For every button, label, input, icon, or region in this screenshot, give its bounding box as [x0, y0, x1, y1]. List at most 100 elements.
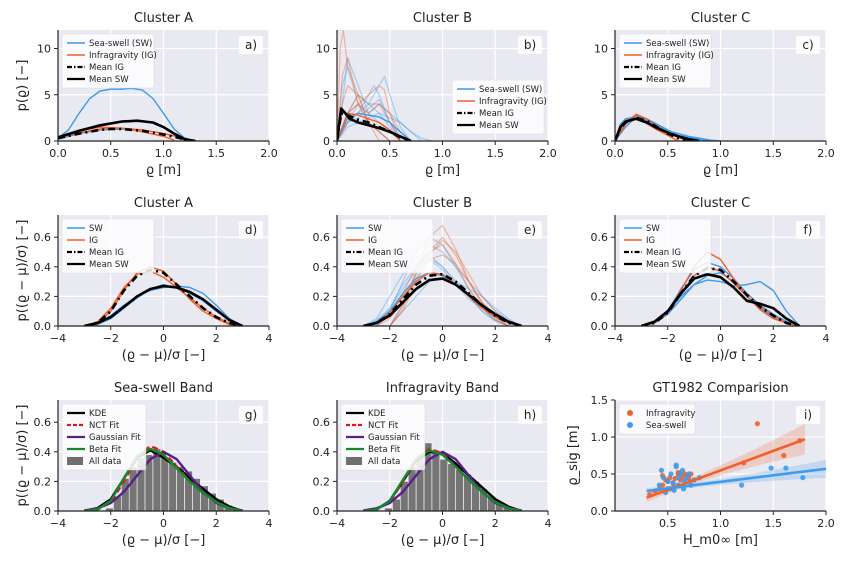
panel-c: 0.0 0.5 1.0 1.5 2.0 0 5 10 Cluster C ϱ [m] c) Sea-s…: [594, 11, 835, 178]
series-line-swl: [337, 103, 422, 141]
panel-title: Cluster A: [134, 11, 193, 26]
series-line-meansw: [337, 107, 412, 141]
x-tick-label: 0.5: [659, 147, 677, 160]
legend-entry: IG: [368, 236, 377, 246]
x-tick-label: −2: [660, 332, 676, 345]
legend-entry: IG: [89, 236, 98, 246]
series-line-igl: [389, 239, 522, 326]
y-tick-label: 10: [316, 43, 330, 56]
x-tick-label: 1.0: [155, 147, 173, 160]
x-tick-label: −4: [50, 517, 66, 530]
panel-label: h): [524, 408, 536, 422]
x-tick-label: 2: [213, 517, 220, 530]
sea-swell-point: [800, 475, 806, 481]
y-tick-label: 10: [594, 43, 608, 56]
x-axis-label: (ϱ − μ)/σ [−]: [679, 348, 763, 363]
panel-label-box: [239, 221, 263, 239]
sea-swell-point: [668, 471, 674, 477]
panel-label-box: [796, 406, 820, 424]
x-tick-label: 1.5: [765, 517, 783, 530]
panel-title: GT1982 Comparision: [652, 381, 788, 396]
series-line-ig: [84, 266, 243, 326]
y-tick-label: 0.4: [34, 261, 52, 274]
plot-area: [646, 421, 826, 502]
plot-area: [84, 266, 244, 326]
x-axis-label: (ϱ − μ)/σ [−]: [122, 533, 206, 548]
series-line-meansw: [640, 272, 801, 326]
x-axis-label: ϱ [m]: [146, 163, 181, 178]
panel-g: −4 −2 0 2 4 0.0 0.2 0.4 0.6 Sea-swell Band (ϱ − μ)…: [15, 381, 273, 548]
x-tick-label: 0.0: [328, 147, 346, 160]
legend-box: [618, 403, 696, 435]
y-tick-label: 5: [601, 89, 608, 102]
y-tick-label: 0.6: [34, 231, 52, 244]
y-tick-label: 0.0: [591, 505, 609, 518]
x-tick-label: 1.5: [208, 147, 226, 160]
y-tick-label: 0.6: [591, 231, 609, 244]
x-tick-label: 0: [717, 332, 724, 345]
series-line-swl: [337, 66, 391, 141]
histogram-bar: [128, 466, 138, 511]
histogram-bar: [447, 463, 456, 511]
y-tick-label: 5: [44, 89, 51, 102]
y-tick-label: 5: [323, 89, 330, 102]
legend-entry: Mean SW: [89, 75, 129, 85]
plot-area: [363, 224, 523, 326]
x-axis-label: (ϱ − μ)/σ [−]: [401, 348, 485, 363]
legend-entry: Mean IG: [368, 248, 403, 258]
panel-title: Sea-swell Band: [114, 381, 213, 396]
panel-f: −4 −2 0 2 4 0.0 0.2 0.4 0.6 Cluster C (ϱ − μ)/σ [−…: [591, 196, 830, 363]
x-tick-label: −2: [103, 332, 119, 345]
legend-entry: Mean SW: [479, 121, 519, 131]
panel-label-box: [239, 36, 263, 54]
y-tick-label: 0.4: [313, 446, 331, 459]
panel-label: f): [804, 223, 813, 237]
x-tick-label: 2.0: [817, 147, 835, 160]
y-tick-label: 0.6: [34, 416, 52, 429]
panel-title: Cluster C: [691, 11, 750, 26]
sea-swell-point: [670, 480, 676, 486]
legend-entry: Sea-swell (SW): [89, 39, 152, 49]
sea-swell-point: [658, 467, 665, 473]
legend-entry: KDE: [368, 409, 386, 419]
x-tick-label: −4: [50, 332, 66, 345]
y-tick-label: 0.0: [34, 320, 52, 333]
plot-area: [363, 442, 522, 511]
x-tick-label: 2: [492, 332, 499, 345]
y-axis-label: p(ϱ) [−]: [15, 60, 30, 112]
x-tick-label: 4: [266, 517, 273, 530]
panel-title: Cluster A: [134, 196, 193, 211]
x-tick-label: 1.0: [712, 147, 730, 160]
legend-swatch: [346, 457, 362, 465]
x-tick-label: 2.0: [817, 517, 835, 530]
legend-box: [618, 218, 712, 274]
x-tick-label: 2.0: [539, 147, 557, 160]
legend-entry: NCT Fit: [368, 421, 399, 431]
legend-entry: Mean IG: [646, 248, 681, 258]
x-axis-label: H_m0∞ [m]: [683, 533, 758, 548]
panel-label: c): [802, 38, 813, 52]
x-tick-label: −4: [607, 332, 623, 345]
y-tick-label: 0.4: [34, 446, 52, 459]
series-line-beta: [84, 447, 243, 511]
series-line-igl: [337, 103, 412, 141]
x-axis-label: ϱ [m]: [703, 163, 738, 178]
x-tick-label: −2: [382, 332, 398, 345]
plot-area: [58, 87, 196, 141]
y-tick-label: 1.0: [591, 431, 609, 444]
legend-box: [618, 33, 712, 89]
panel-label: g): [245, 408, 257, 422]
y-axis-label: p((ϱ − μ)/σ) [−]: [15, 404, 30, 506]
panel-label-box: [796, 36, 820, 54]
legend-entry: Mean IG: [89, 63, 124, 73]
x-tick-label: 0: [439, 332, 446, 345]
series-line-meanig: [641, 267, 800, 326]
panel-label: a): [245, 38, 257, 52]
x-tick-label: 4: [545, 332, 552, 345]
sea-swell-point: [660, 475, 667, 481]
y-tick-label: 0: [44, 135, 51, 148]
y-tick-label: 0.2: [34, 290, 52, 303]
series-line-swl: [376, 236, 509, 326]
sea-swell-point: [673, 462, 679, 468]
x-tick-label: 0.0: [606, 147, 624, 160]
